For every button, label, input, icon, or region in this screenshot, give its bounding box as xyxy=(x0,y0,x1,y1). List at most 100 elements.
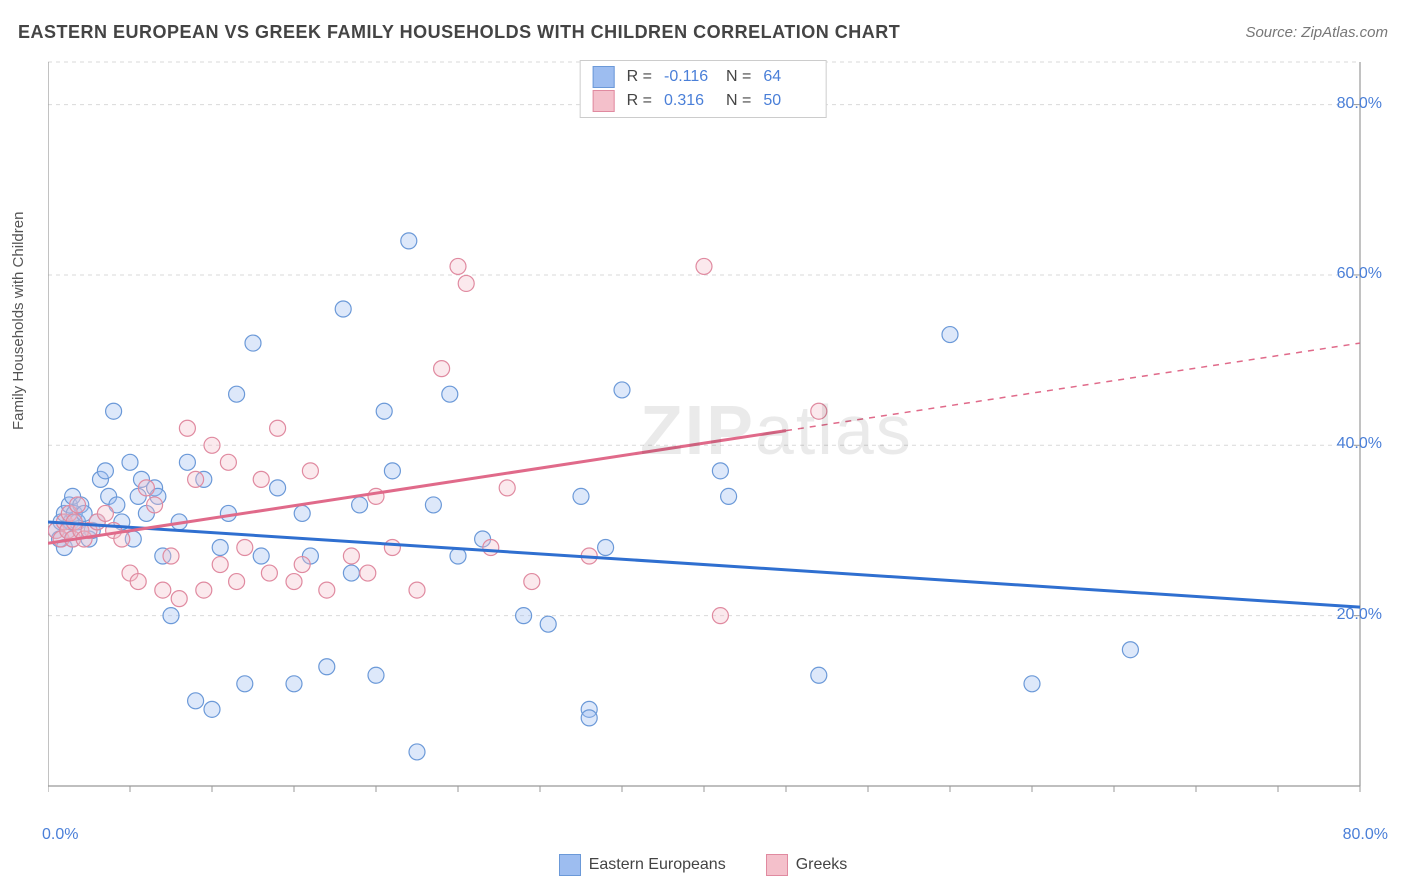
source-label: Source: ZipAtlas.com xyxy=(1245,24,1388,41)
data-point xyxy=(343,548,359,564)
data-point xyxy=(70,497,86,513)
data-point xyxy=(598,540,614,556)
data-point xyxy=(368,488,384,504)
data-point xyxy=(368,667,384,683)
legend-item: Greeks xyxy=(766,854,848,876)
x-axis-origin-label: 0.0% xyxy=(42,826,78,844)
data-point xyxy=(425,497,441,513)
data-point xyxy=(302,463,318,479)
data-point xyxy=(122,454,138,470)
stat-n-value: 50 xyxy=(763,89,813,113)
stat-n-value: 64 xyxy=(763,65,813,89)
y-tick-label: 40.0% xyxy=(1337,435,1382,453)
y-tick-label: 60.0% xyxy=(1337,265,1382,283)
data-point xyxy=(384,463,400,479)
data-point xyxy=(253,471,269,487)
y-axis-label: Family Households with Children xyxy=(10,212,27,430)
x-axis-max-label: 80.0% xyxy=(1343,826,1388,844)
data-point xyxy=(163,548,179,564)
data-point xyxy=(204,701,220,717)
trend-line xyxy=(48,522,1360,607)
stat-r-value: 0.316 xyxy=(664,89,714,113)
stat-n-label: N = xyxy=(726,89,751,113)
data-point xyxy=(811,667,827,683)
data-point xyxy=(1122,642,1138,658)
data-point xyxy=(286,676,302,692)
data-point xyxy=(573,488,589,504)
stats-row: R = -0.116 N = 64 xyxy=(593,65,814,89)
data-point xyxy=(237,540,253,556)
data-point xyxy=(130,574,146,590)
data-point xyxy=(450,258,466,274)
data-point xyxy=(171,591,187,607)
data-point xyxy=(106,403,122,419)
data-point xyxy=(352,497,368,513)
legend-label: Greeks xyxy=(796,856,848,873)
data-point xyxy=(409,744,425,760)
data-point xyxy=(942,327,958,343)
legend-swatch-icon xyxy=(593,90,615,112)
stat-r-label: R = xyxy=(627,65,652,89)
data-point xyxy=(524,574,540,590)
chart-title: EASTERN EUROPEAN VS GREEK FAMILY HOUSEHO… xyxy=(18,22,900,43)
data-point xyxy=(499,480,515,496)
stats-row: R = 0.316 N = 50 xyxy=(593,89,814,113)
data-point xyxy=(155,582,171,598)
data-point xyxy=(712,608,728,624)
data-point xyxy=(188,693,204,709)
data-point xyxy=(163,608,179,624)
data-point xyxy=(384,540,400,556)
data-point xyxy=(286,574,302,590)
legend-swatch-icon xyxy=(559,854,581,876)
data-point xyxy=(212,557,228,573)
data-point xyxy=(179,420,195,436)
stats-legend: R = -0.116 N = 64 R = 0.316 N = 50 xyxy=(580,60,827,118)
data-point xyxy=(1024,676,1040,692)
trend-line-dashed xyxy=(786,343,1360,431)
y-tick-label: 80.0% xyxy=(1337,95,1382,113)
data-point xyxy=(540,616,556,632)
data-point xyxy=(360,565,376,581)
stat-r-label: R = xyxy=(627,89,652,113)
data-point xyxy=(97,505,113,521)
data-point xyxy=(97,463,113,479)
data-point xyxy=(229,386,245,402)
data-point xyxy=(188,471,204,487)
data-point xyxy=(220,454,236,470)
stat-r-value: -0.116 xyxy=(664,65,714,89)
data-point xyxy=(614,382,630,398)
data-point xyxy=(581,710,597,726)
stat-n-label: N = xyxy=(726,65,751,89)
data-point xyxy=(294,557,310,573)
data-point xyxy=(204,437,220,453)
data-point xyxy=(721,488,737,504)
data-point xyxy=(811,403,827,419)
legend-swatch-icon xyxy=(593,66,615,88)
data-point xyxy=(270,480,286,496)
data-point xyxy=(696,258,712,274)
data-point xyxy=(253,548,269,564)
data-point xyxy=(409,582,425,598)
data-point xyxy=(712,463,728,479)
data-point xyxy=(458,275,474,291)
data-point xyxy=(401,233,417,249)
data-point xyxy=(196,582,212,598)
series-legend: Eastern Europeans Greeks xyxy=(0,854,1406,876)
scatter-chart xyxy=(48,58,1368,806)
data-point xyxy=(434,361,450,377)
data-point xyxy=(442,386,458,402)
legend-label: Eastern Europeans xyxy=(589,856,726,873)
data-point xyxy=(270,420,286,436)
data-point xyxy=(319,582,335,598)
data-point xyxy=(335,301,351,317)
data-point xyxy=(229,574,245,590)
legend-item: Eastern Europeans xyxy=(559,854,726,876)
data-point xyxy=(147,497,163,513)
data-point xyxy=(294,505,310,521)
data-point xyxy=(343,565,359,581)
data-point xyxy=(138,480,154,496)
y-tick-label: 20.0% xyxy=(1337,606,1382,624)
data-point xyxy=(237,676,253,692)
data-point xyxy=(376,403,392,419)
data-point xyxy=(516,608,532,624)
